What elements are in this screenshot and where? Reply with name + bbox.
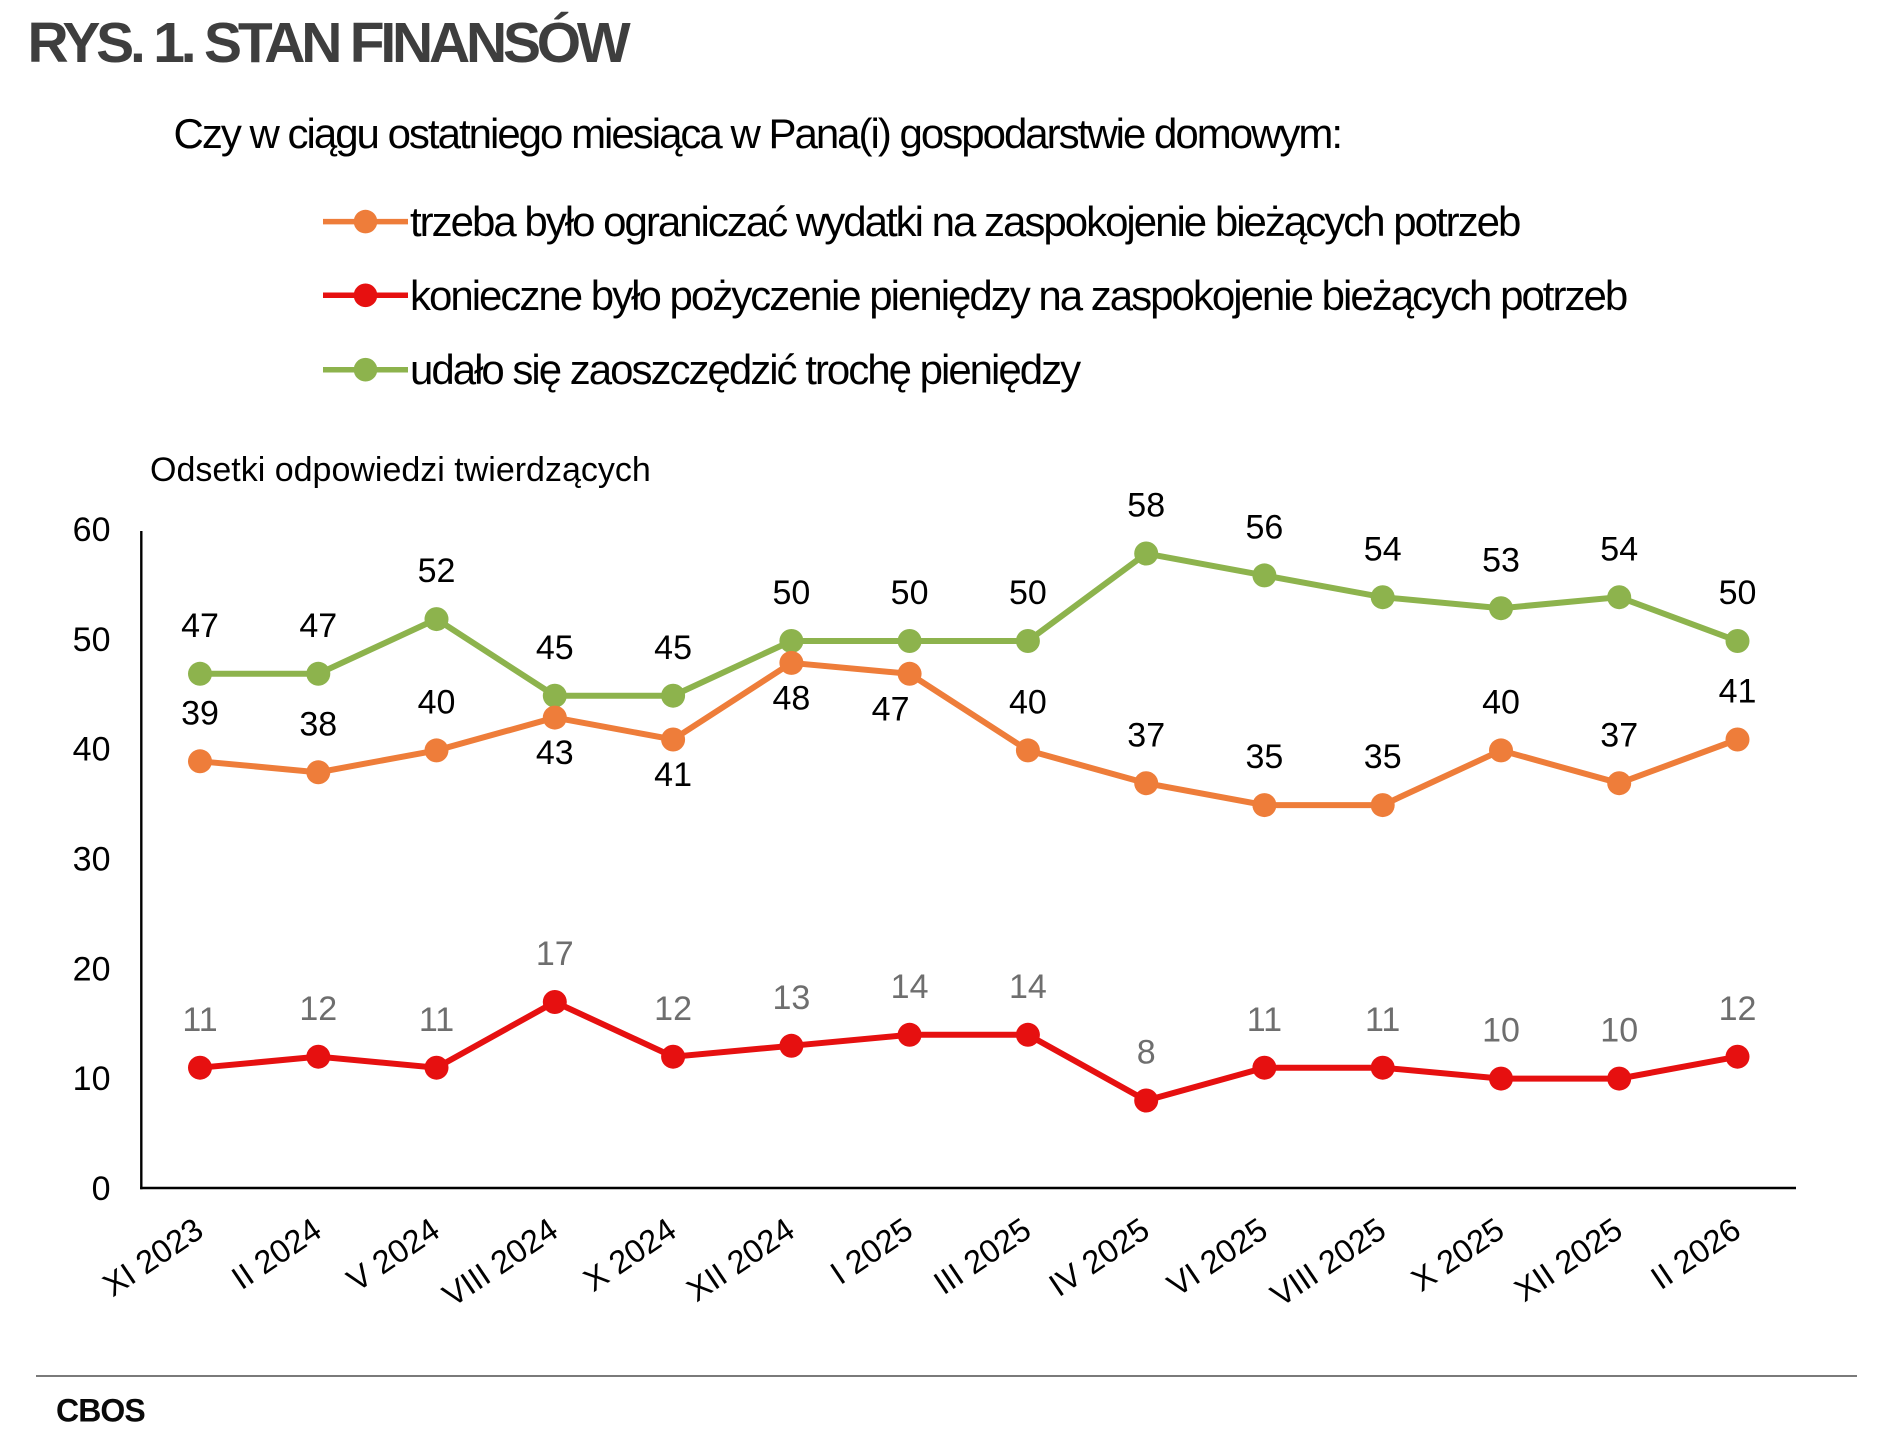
svg-text:41: 41 [1719, 673, 1757, 711]
svg-text:40: 40 [73, 731, 111, 769]
svg-text:CBOS: CBOS [56, 1392, 145, 1428]
svg-text:47: 47 [181, 607, 219, 645]
svg-text:11: 11 [182, 1001, 217, 1039]
svg-text:udało się zaoszczędzić trochę: udało się zaoszczędzić trochę pieniędzy [410, 346, 1081, 393]
svg-text:konieczne było pożyczenie pien: konieczne było pożyczenie pieniędzy na z… [410, 272, 1627, 319]
svg-text:17: 17 [536, 935, 574, 973]
svg-text:RYS. 1. STAN FINANSÓW: RYS. 1. STAN FINANSÓW [28, 11, 631, 75]
svg-text:37: 37 [1600, 716, 1638, 754]
svg-text:8: 8 [1137, 1034, 1156, 1072]
svg-text:50: 50 [1719, 574, 1757, 612]
svg-text:11: 11 [1365, 1001, 1400, 1039]
svg-text:Czy w ciągu ostatniego miesiąc: Czy w ciągu ostatniego miesiąca w Pana(i… [174, 110, 1342, 157]
svg-text:35: 35 [1245, 738, 1283, 776]
svg-text:40: 40 [418, 684, 456, 722]
svg-text:10: 10 [1482, 1012, 1520, 1050]
svg-text:50: 50 [772, 574, 810, 612]
svg-text:54: 54 [1364, 530, 1402, 568]
svg-text:14: 14 [1009, 968, 1047, 1006]
svg-text:35: 35 [1364, 738, 1402, 776]
svg-text:58: 58 [1127, 487, 1165, 525]
svg-text:50: 50 [891, 574, 929, 612]
svg-text:43: 43 [536, 734, 574, 772]
svg-text:11: 11 [419, 1001, 454, 1039]
svg-text:56: 56 [1245, 509, 1283, 547]
svg-text:40: 40 [1482, 684, 1520, 722]
svg-text:12: 12 [1719, 990, 1757, 1028]
svg-text:60: 60 [73, 511, 111, 549]
svg-text:54: 54 [1600, 530, 1638, 568]
svg-text:12: 12 [654, 990, 692, 1028]
svg-text:52: 52 [418, 552, 456, 590]
svg-text:10: 10 [73, 1060, 111, 1098]
svg-text:50: 50 [1009, 574, 1047, 612]
svg-text:12: 12 [299, 990, 337, 1028]
svg-text:Odsetki odpowiedzi twierdzącyc: Odsetki odpowiedzi twierdzących [150, 451, 651, 489]
svg-text:10: 10 [1600, 1012, 1638, 1050]
svg-text:38: 38 [299, 705, 337, 743]
svg-text:37: 37 [1127, 716, 1165, 754]
svg-text:11: 11 [1247, 1001, 1282, 1039]
svg-text:14: 14 [891, 968, 929, 1006]
svg-text:13: 13 [772, 979, 810, 1017]
svg-text:47: 47 [299, 607, 337, 645]
svg-text:30: 30 [73, 841, 111, 879]
svg-text:40: 40 [1009, 684, 1047, 722]
svg-text:39: 39 [181, 694, 219, 732]
svg-text:41: 41 [654, 756, 692, 794]
svg-text:47: 47 [872, 690, 910, 728]
svg-text:0: 0 [92, 1170, 111, 1208]
svg-text:50: 50 [73, 621, 111, 659]
svg-text:53: 53 [1482, 541, 1520, 579]
svg-text:20: 20 [73, 950, 111, 988]
svg-text:trzeba było ograniczać wydatki: trzeba było ograniczać wydatki na zaspok… [410, 198, 1520, 245]
svg-text:45: 45 [536, 629, 574, 667]
svg-text:45: 45 [654, 629, 692, 667]
svg-text:48: 48 [772, 680, 810, 718]
